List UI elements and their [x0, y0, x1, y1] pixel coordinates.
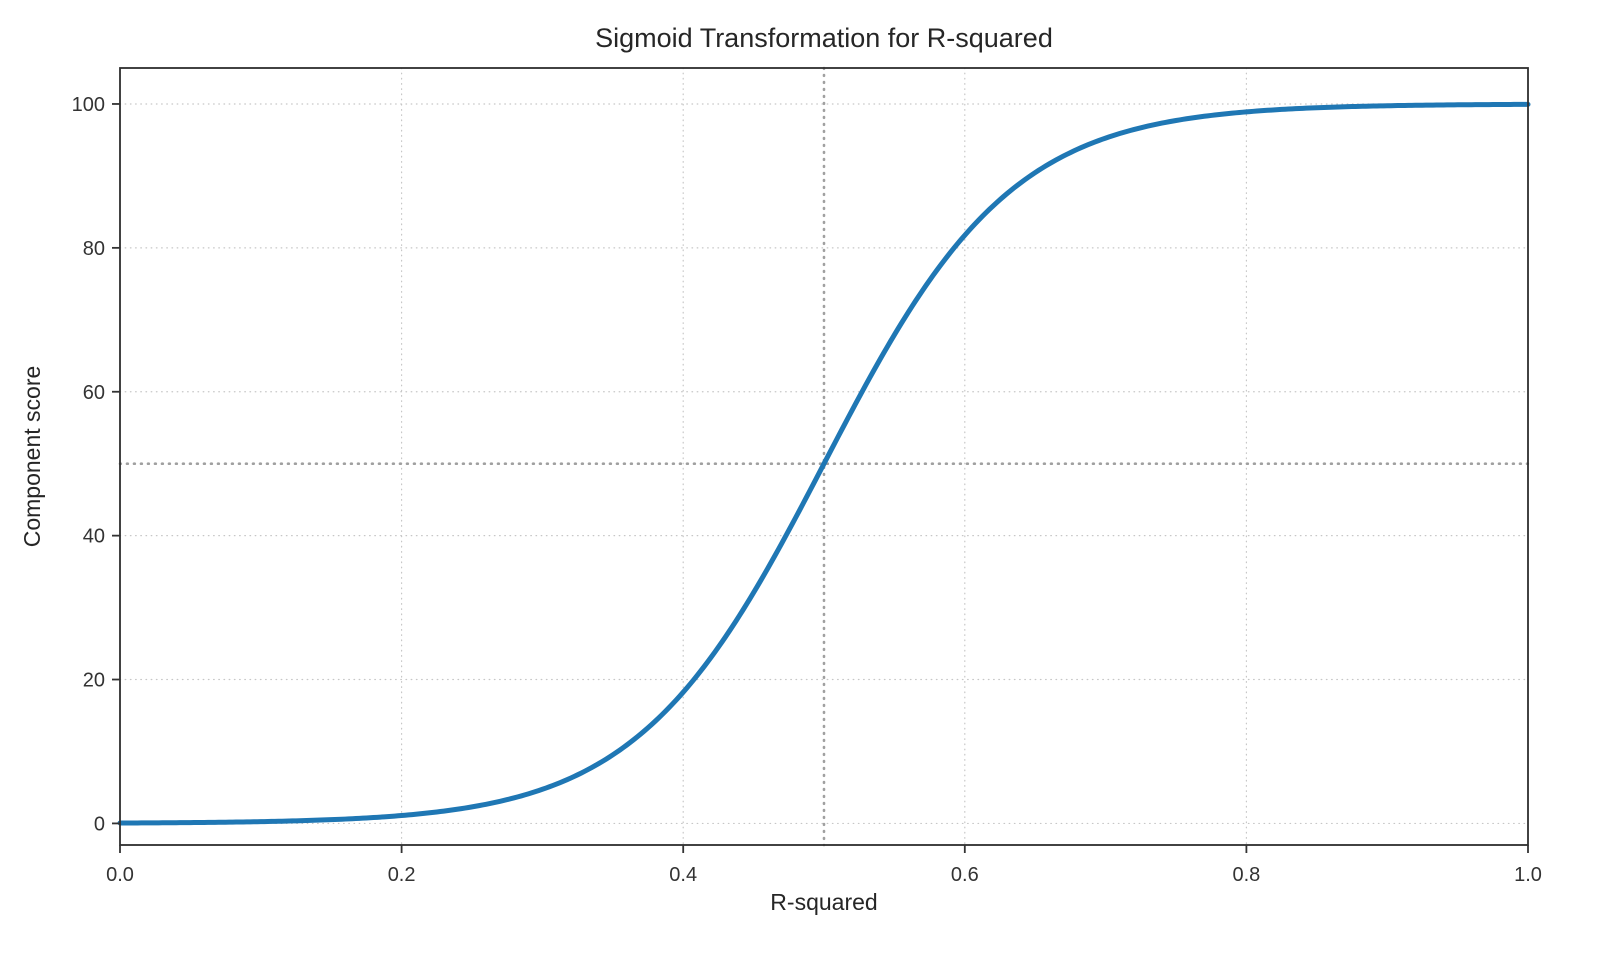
x-axis-ticks: 0.0 0.2 0.4 0.6 0.8 1.0 [106, 845, 1542, 886]
plot-border [119, 67, 1529, 846]
y-axis-label: Component score [19, 366, 45, 548]
x-axis-label: R-squared [770, 889, 877, 915]
svg-text:60: 60 [83, 382, 105, 404]
svg-text:0.2: 0.2 [388, 864, 416, 886]
svg-text:100: 100 [72, 94, 105, 116]
svg-text:0.4: 0.4 [669, 864, 697, 886]
y-axis-ticks: 0 20 40 60 80 100 [72, 94, 120, 835]
svg-text:0.6: 0.6 [951, 864, 979, 886]
svg-text:80: 80 [83, 238, 105, 260]
svg-text:0: 0 [94, 813, 105, 835]
svg-text:20: 20 [83, 670, 105, 692]
reference-lines [118, 66, 1530, 847]
svg-text:1.0: 1.0 [1514, 864, 1542, 886]
svg-text:0.8: 0.8 [1232, 864, 1260, 886]
gridlines [119, 67, 1529, 846]
chart-title: Sigmoid Transformation for R-squared [595, 23, 1053, 53]
svg-text:0.0: 0.0 [106, 864, 134, 886]
sigmoid-curve [117, 101, 1531, 826]
svg-text:40: 40 [83, 526, 105, 548]
